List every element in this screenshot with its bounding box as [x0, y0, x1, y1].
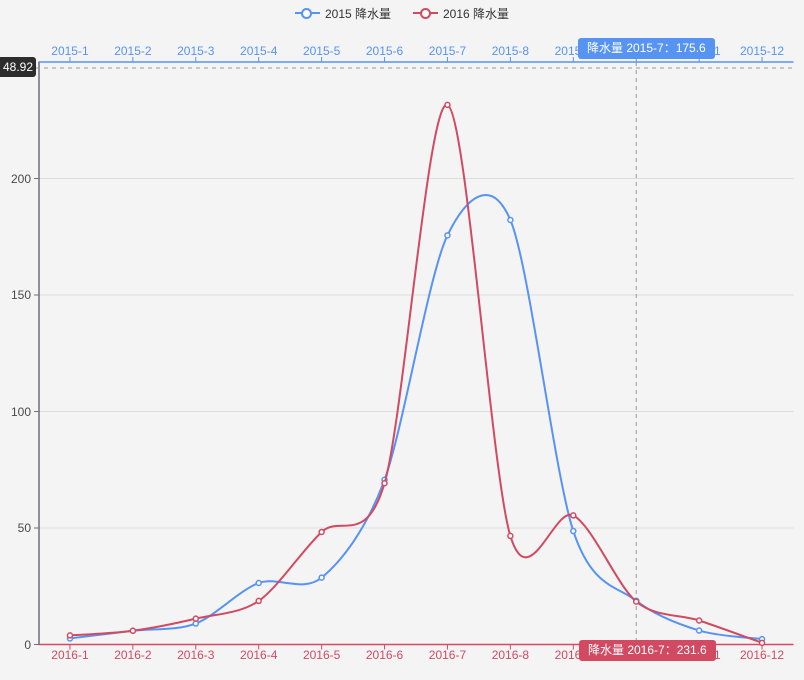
- data-point-2016-2[interactable]: [129, 627, 137, 635]
- data-point-2016-6[interactable]: [381, 480, 388, 487]
- data-point-2016-1[interactable]: [66, 632, 74, 639]
- y-tick-label-100: 100: [10, 404, 31, 419]
- legend-item-2015[interactable]: 2015 降水量: [294, 5, 391, 21]
- legend-label-2016: 2016 降水量: [443, 6, 510, 21]
- y-tick-label-0: 0: [24, 637, 31, 652]
- x-tick-label-2016-4: 2016-4: [240, 648, 278, 662]
- x-tick-label-2015-2: 2015-2: [114, 44, 152, 58]
- data-point-2016-3[interactable]: [192, 615, 200, 622]
- data-point-2015-9[interactable]: [570, 527, 577, 535]
- data-point-2015-4[interactable]: [255, 579, 262, 587]
- data-point-2015-11[interactable]: [695, 627, 703, 634]
- data-point-2016-9[interactable]: [570, 512, 577, 519]
- x-tick-label-2015-8: 2015-8: [491, 44, 530, 58]
- x-tick-label-2016-3: 2016-3: [177, 648, 215, 662]
- data-point-2016-7[interactable]: [444, 101, 451, 109]
- legend-label-2015: 2015 降水量: [324, 6, 391, 21]
- data-point-2016-10[interactable]: [632, 598, 640, 605]
- data-point-2016-11[interactable]: [695, 617, 703, 624]
- data-point-2016-4[interactable]: [255, 597, 262, 605]
- x-tick-label-2015-6: 2015-6: [365, 44, 404, 58]
- axis-pointer-tooltip-top: 降水量 2015-7：175.6: [578, 38, 715, 59]
- y-axis-pointer-label: 48.92: [0, 57, 36, 77]
- x-tick-label-2016-6: 2016-6: [365, 648, 404, 662]
- series-line-2016: [69, 103, 763, 644]
- line-circle-marker-icon: [294, 6, 320, 20]
- legend-item-2016[interactable]: 2016 降水量: [413, 5, 509, 21]
- legend: 2015 降水量 2016 降水量: [0, 5, 804, 21]
- x-tick-label-2015-5: 2015-5: [302, 44, 341, 58]
- x-tick-label-2016-1: 2016-1: [51, 648, 89, 662]
- data-point-2016-5[interactable]: [318, 528, 325, 536]
- x-tick-label-2015-7: 2015-7: [428, 44, 467, 58]
- axis-pointer-tooltip-bottom: 降水量 2016-7：231.6: [579, 640, 716, 661]
- series-line-2015: [69, 194, 763, 641]
- data-point-2016-8[interactable]: [507, 532, 514, 540]
- data-point-2016-12[interactable]: [758, 639, 766, 647]
- line-circle-marker-icon: [413, 6, 438, 20]
- x-tick-label-2015-12: 2015-12: [740, 44, 785, 58]
- x-tick-label-2016-8: 2016-8: [491, 648, 530, 662]
- x-tick-label-2015-3: 2015-3: [177, 44, 215, 58]
- y-tick-label-50: 50: [17, 521, 31, 535]
- data-point-2015-5[interactable]: [318, 574, 325, 581]
- x-tick-label-2016-2: 2016-2: [114, 648, 152, 662]
- data-point-2015-8[interactable]: [507, 216, 514, 224]
- data-point-2015-7[interactable]: [444, 232, 451, 239]
- x-tick-label-2016-12: 2016-12: [740, 648, 785, 662]
- x-tick-label-2015-4: 2015-4: [240, 44, 278, 58]
- x-tick-label-2016-5: 2016-5: [302, 648, 341, 662]
- x-tick-label-2015-1: 2015-1: [51, 44, 89, 58]
- x-tick-label-2016-7: 2016-7: [428, 648, 467, 662]
- y-tick-label-150: 150: [10, 288, 31, 302]
- y-tick-label-200: 200: [10, 171, 31, 186]
